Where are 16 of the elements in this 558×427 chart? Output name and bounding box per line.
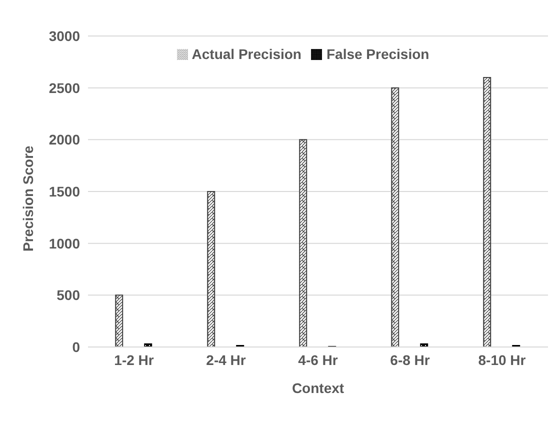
y-tick-label: 2500 xyxy=(48,80,80,96)
x-tick-label: 4-6 Hr xyxy=(298,352,338,368)
x-axis-title: Context xyxy=(292,380,344,396)
y-tick-label: 1500 xyxy=(48,183,80,200)
x-tick-label: 8-10 Hr xyxy=(478,352,526,368)
y-tick-label: 1000 xyxy=(48,235,80,252)
y-tick-label: 0 xyxy=(72,338,80,355)
legend-label: Actual Precision xyxy=(192,46,302,62)
legend-label: False Precision xyxy=(326,46,430,62)
y-tick-label: 3000 xyxy=(48,28,80,44)
y-tick-label: 2000 xyxy=(48,132,80,148)
y-tick-label: 500 xyxy=(56,287,80,304)
x-tick-label: 2-4 Hr xyxy=(206,352,246,368)
x-tick-label: 6-8 Hr xyxy=(390,352,430,368)
y-axis-title: Precision Score xyxy=(20,145,36,252)
x-tick-label: 1-2 Hr xyxy=(114,352,154,368)
